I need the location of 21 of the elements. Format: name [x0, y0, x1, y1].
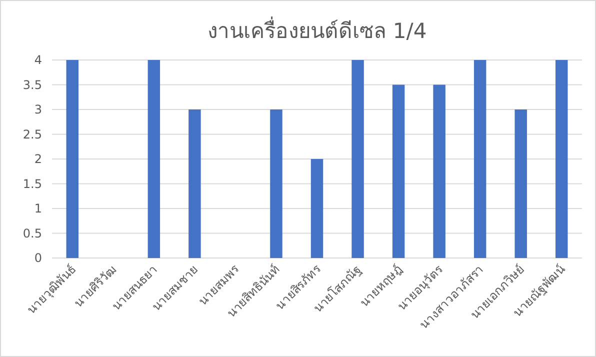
bar: [188, 110, 201, 258]
y-tick-label: 3.5: [22, 78, 42, 92]
y-tick-label: 2: [34, 152, 42, 166]
y-tick-label: 1.5: [22, 176, 42, 191]
bar: [310, 159, 324, 258]
bar: [514, 110, 527, 258]
bar: [148, 60, 160, 258]
y-tick-label: 0: [34, 251, 42, 265]
bar: [556, 60, 568, 258]
bar: [66, 60, 78, 258]
y-tick-label: 0.5: [22, 226, 42, 240]
y-tick-label: 4: [34, 53, 42, 67]
bar: [270, 110, 282, 258]
bar: [433, 84, 446, 258]
bar: [474, 60, 486, 258]
chart-title: งานเครื่องยนต์ดีเซล 1/4: [207, 16, 427, 43]
bar: [352, 60, 364, 258]
y-tick-label: 2.5: [22, 127, 42, 142]
y-tick-label: 3: [34, 102, 42, 116]
bar: [392, 84, 405, 258]
y-tick-label: 1: [34, 202, 42, 216]
